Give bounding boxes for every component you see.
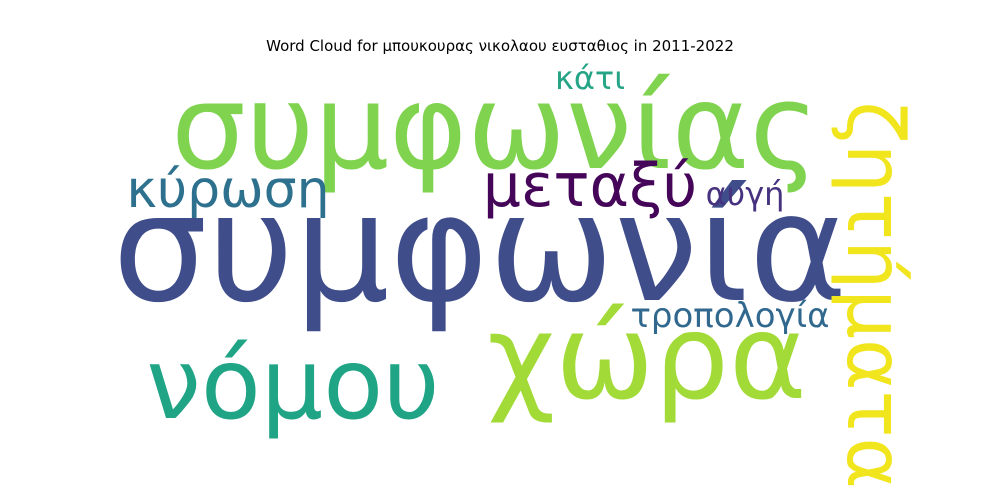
word-5: ζητήματα [829, 101, 919, 489]
word-1: συμφωνία [112, 162, 847, 336]
word-6: μεταξύ [483, 151, 697, 221]
word-7: κύρωση [126, 160, 329, 220]
word-4: νόμου [146, 328, 440, 442]
chart-title: Word Cloud for μπουκουρας νικολαου ευστα… [266, 37, 734, 55]
word-3: χώρα [487, 288, 807, 426]
word-2: συμφωνίας [171, 58, 819, 196]
word-9: κάτι [555, 59, 625, 97]
word-8: τροπολογία [630, 296, 829, 336]
word-10: αυγή [706, 175, 785, 213]
